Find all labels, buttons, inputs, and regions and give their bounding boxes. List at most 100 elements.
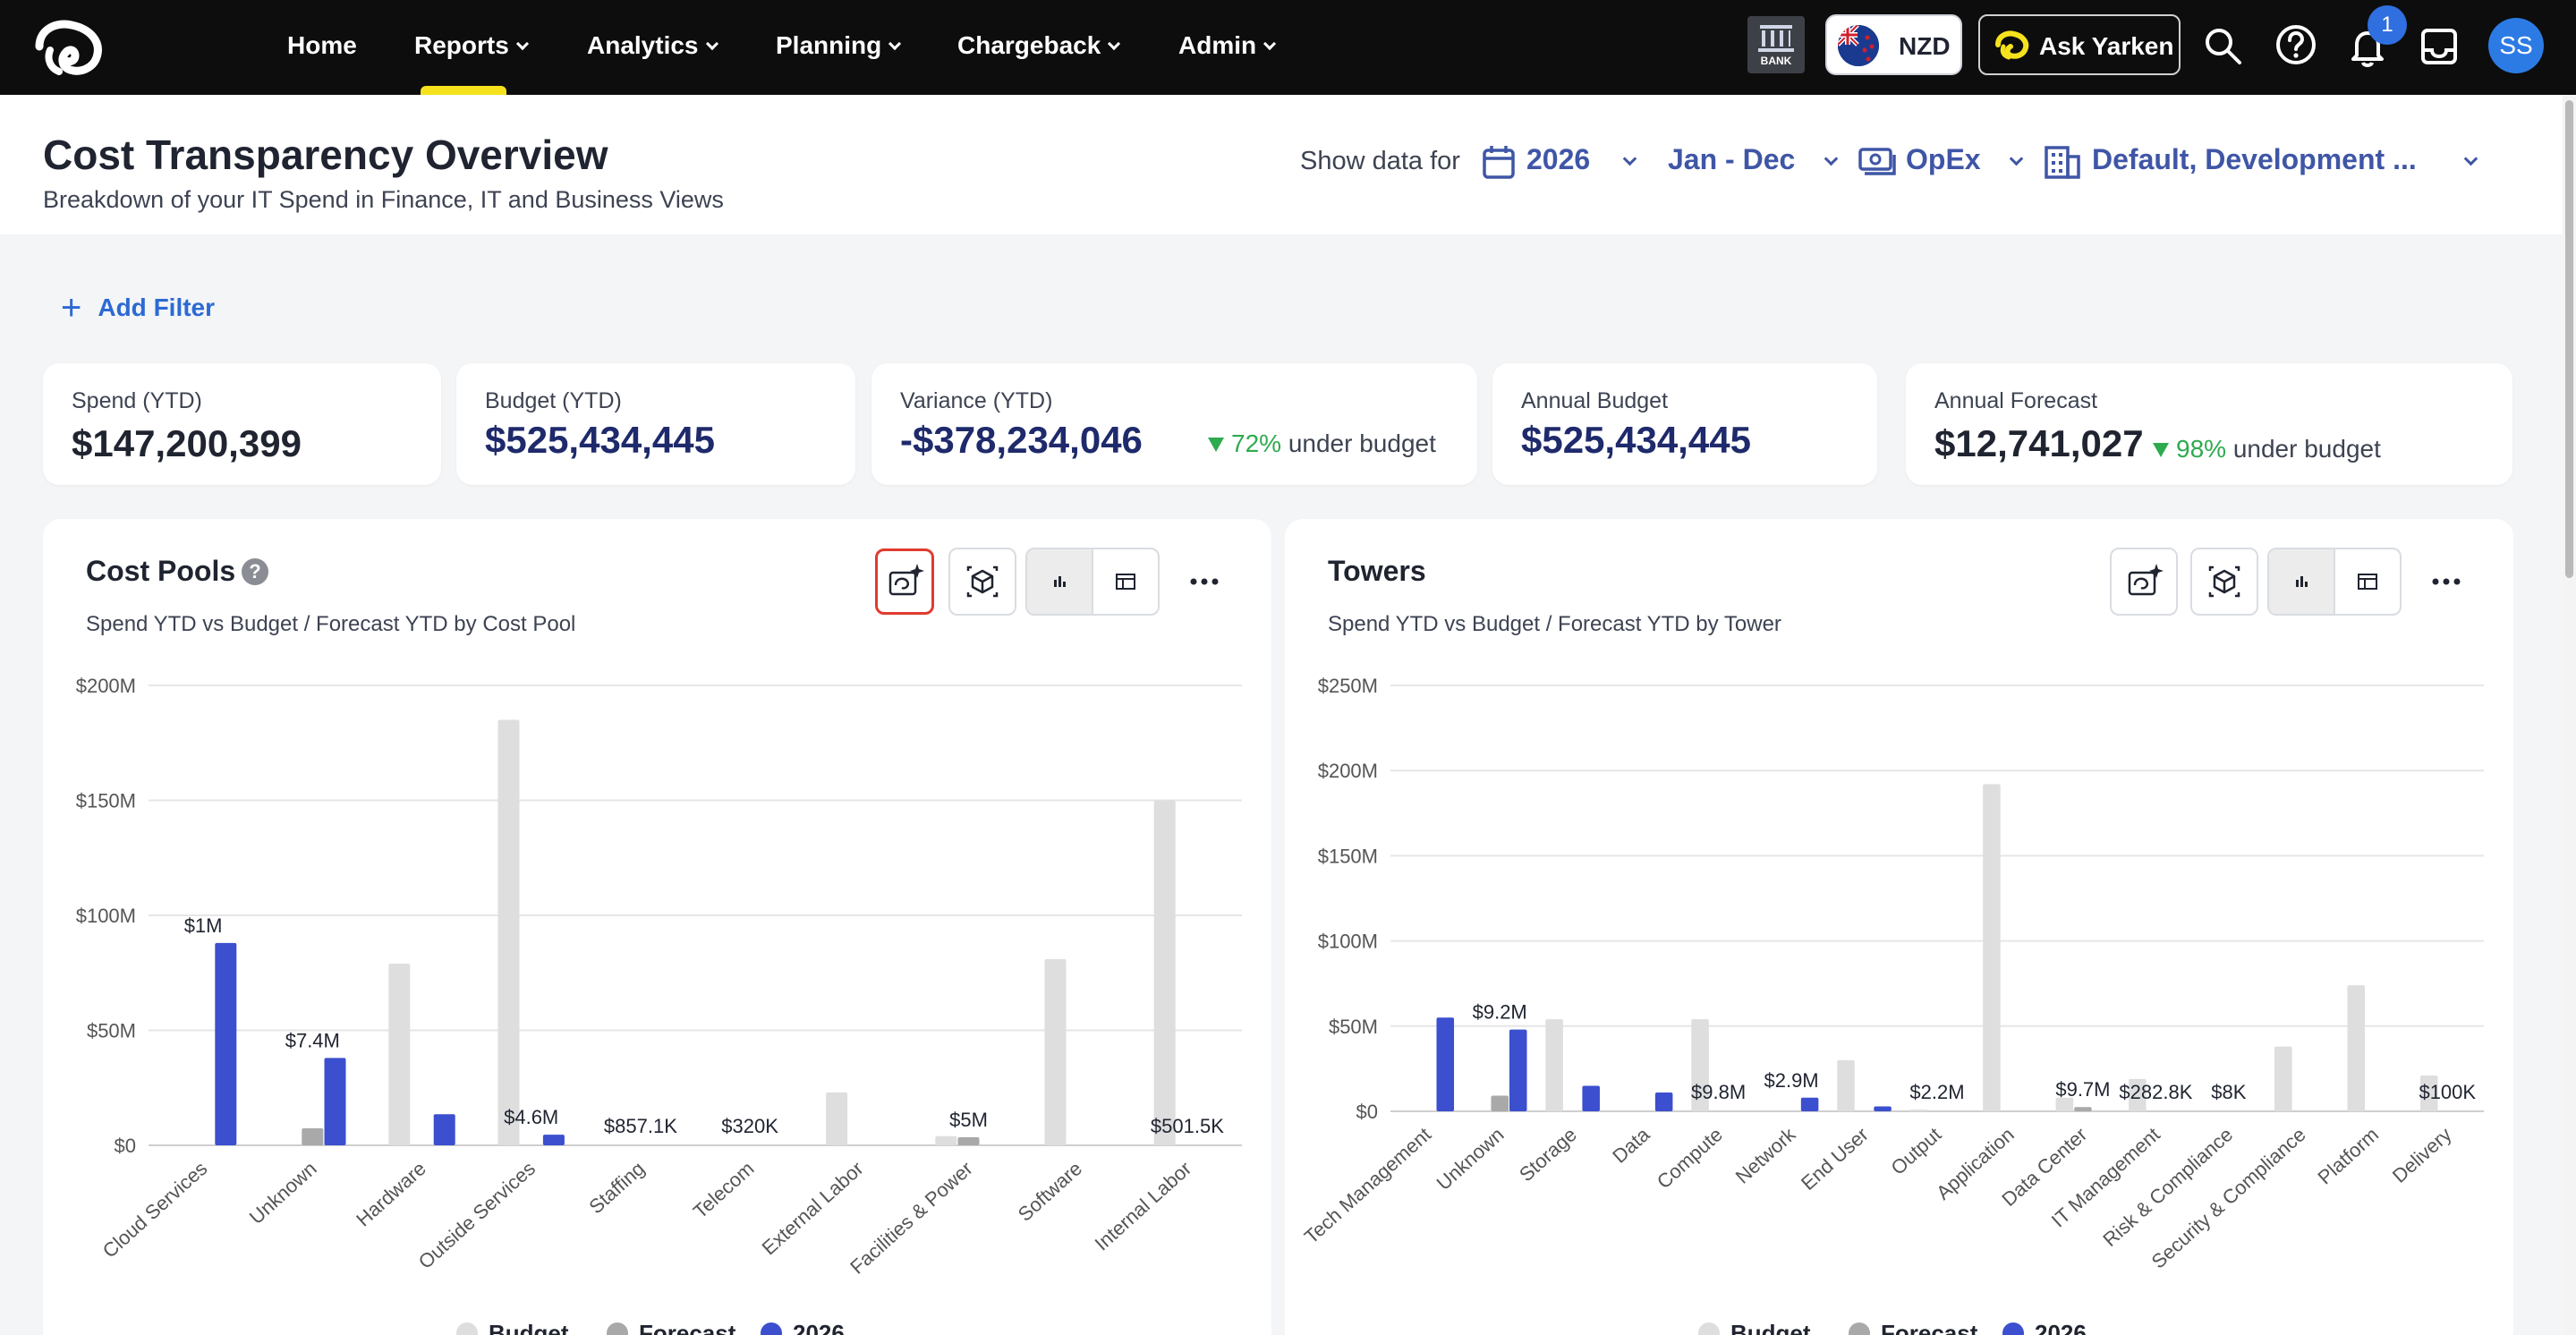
x-category-label: Internal Labor	[1091, 1157, 1196, 1254]
bar-budget[interactable]	[935, 1135, 957, 1145]
period-selector[interactable]: Jan - Dec	[1668, 140, 1839, 179]
bar-budget[interactable]	[2274, 1046, 2292, 1111]
legend-marker[interactable]	[2002, 1322, 2024, 1335]
bank-logo[interactable]: BANK	[1747, 16, 1805, 73]
bar-budget[interactable]	[1909, 1110, 1928, 1111]
bar-budget[interactable]	[1691, 1019, 1709, 1111]
x-category-label: Data	[1608, 1123, 1654, 1168]
y-tick-label: $250M	[1318, 675, 1378, 697]
more-options-icon[interactable]	[1185, 564, 1224, 599]
nav-chargeback[interactable]: Chargeback	[957, 30, 1121, 66]
scrollbar-thumb[interactable]	[2565, 100, 2573, 578]
x-category-label: End User	[1797, 1123, 1873, 1195]
bar-2026[interactable]	[1654, 1093, 1673, 1111]
chevron-down-icon	[1263, 37, 1277, 51]
legend-label[interactable]: Budget	[489, 1320, 569, 1335]
bar-budget[interactable]	[2419, 1076, 2438, 1111]
legend-marker[interactable]	[1698, 1322, 1720, 1335]
ai-sparkle-icon	[2128, 564, 2164, 596]
chart-view-toggle	[2267, 548, 2402, 616]
3d-view-button[interactable]	[2190, 548, 2258, 616]
bar-budget[interactable]	[1044, 958, 1067, 1145]
bar-2026[interactable]	[1800, 1097, 1819, 1111]
add-filter-button[interactable]: + Add Filter	[61, 285, 215, 327]
bar-forecast[interactable]	[957, 1137, 980, 1145]
bar-forecast[interactable]	[302, 1127, 324, 1145]
down-triangle-icon	[2153, 443, 2169, 457]
legend-marker[interactable]	[456, 1322, 478, 1335]
bar-forecast[interactable]	[2074, 1107, 2092, 1111]
panel-subtitle: Spend YTD vs Budget / Forecast YTD by To…	[1328, 612, 1781, 636]
bar-budget[interactable]	[497, 719, 520, 1145]
nav-home[interactable]: Home	[287, 30, 357, 66]
nav-admin[interactable]: Admin	[1178, 30, 1277, 66]
bar-budget[interactable]	[2129, 1078, 2147, 1111]
bar-2026[interactable]	[1436, 1017, 1455, 1111]
bar-2026[interactable]	[1582, 1085, 1600, 1111]
bar-budget[interactable]	[1837, 1059, 1855, 1111]
currency-selector[interactable]: NZD	[1825, 14, 1962, 75]
bar-2026[interactable]	[433, 1114, 455, 1145]
bar-budget[interactable]	[2347, 985, 2366, 1111]
spend-type-selector[interactable]: OpEx	[1858, 140, 2024, 179]
search-icon[interactable]	[2200, 23, 2247, 70]
panel-subtitle: Spend YTD vs Budget / Forecast YTD by Co…	[86, 612, 576, 636]
legend-label[interactable]: Budget	[1730, 1320, 1811, 1335]
cube-scan-icon	[2208, 565, 2240, 598]
table-view-button[interactable]	[1093, 549, 1158, 614]
data-label: $2.2M	[1909, 1081, 1964, 1103]
bar-budget[interactable]	[1983, 784, 2001, 1111]
bar-2026[interactable]	[1874, 1106, 1892, 1111]
bar-budget[interactable]	[2055, 1097, 2074, 1111]
nav-planning[interactable]: Planning	[776, 30, 902, 66]
towers-chart: $0 $50M $100M $150M $200M $250M Tech Managemen…	[1300, 675, 2484, 1335]
nav-analytics[interactable]: Analytics	[587, 30, 718, 66]
chevron-down-icon	[515, 37, 529, 51]
help-icon[interactable]	[2273, 21, 2319, 68]
yarken-logo-icon[interactable]	[34, 20, 107, 75]
table-view-button[interactable]	[2335, 549, 2400, 614]
bar-budget[interactable]	[1153, 800, 1176, 1146]
legend-label[interactable]: Forecast	[1881, 1320, 1978, 1335]
bar-budget[interactable]	[826, 1092, 848, 1145]
table-icon	[2358, 574, 2377, 590]
page-subtitle: Breakdown of your IT Spend in Finance, I…	[43, 186, 724, 213]
inbox-icon[interactable]	[2416, 23, 2462, 70]
bar-chart-view-button[interactable]	[2269, 549, 2335, 614]
ai-insight-button[interactable]	[875, 548, 934, 615]
bar-chart-icon	[1054, 576, 1066, 587]
bar-2026[interactable]	[324, 1058, 346, 1145]
legend-label[interactable]: Forecast	[639, 1320, 736, 1335]
top-navigation-bar: Home Reports Analytics Planning Chargeba…	[0, 0, 2576, 95]
y-tick-label: $200M	[76, 675, 136, 697]
user-avatar[interactable]: SS	[2488, 18, 2544, 73]
down-triangle-icon	[1208, 438, 1224, 452]
3d-view-button[interactable]	[948, 548, 1016, 616]
bar-chart-view-button[interactable]	[1027, 549, 1093, 614]
help-icon[interactable]: ?	[242, 558, 268, 585]
year-selector[interactable]: 2026	[1482, 140, 1637, 179]
chevron-down-icon	[1622, 151, 1637, 166]
bar-2026[interactable]	[215, 942, 237, 1145]
bar-2026[interactable]	[1509, 1029, 1527, 1111]
y-tick-label: $150M	[76, 790, 136, 812]
nav-reports[interactable]: Reports	[414, 30, 529, 66]
bar-budget[interactable]	[1545, 1019, 1563, 1111]
ask-yarken-button[interactable]: Ask Yarken	[1978, 14, 2181, 75]
bar-budget[interactable]	[388, 963, 411, 1145]
kpi-variance-value: -$378,234,046	[900, 419, 1143, 461]
bar-2026[interactable]	[542, 1135, 565, 1145]
legend-marker[interactable]	[1849, 1322, 1870, 1335]
currency-label: NZD	[1899, 32, 1951, 60]
entity-selector[interactable]: Default, Development ...	[2044, 140, 2478, 179]
legend-label[interactable]: 2026	[2035, 1320, 2087, 1335]
more-options-icon[interactable]	[2427, 564, 2466, 599]
nav-reports-label: Reports	[414, 31, 509, 59]
legend-marker[interactable]	[761, 1322, 782, 1335]
kpi-annual-forecast: Annual Forecast $12,741,027 98% under bu…	[1906, 363, 2512, 485]
legend-label[interactable]: 2026	[793, 1320, 845, 1335]
kpi-budget-label: Budget (YTD)	[485, 388, 622, 413]
ai-insight-button[interactable]	[2110, 548, 2178, 616]
bar-forecast[interactable]	[1491, 1095, 1509, 1111]
legend-marker[interactable]	[607, 1322, 628, 1335]
